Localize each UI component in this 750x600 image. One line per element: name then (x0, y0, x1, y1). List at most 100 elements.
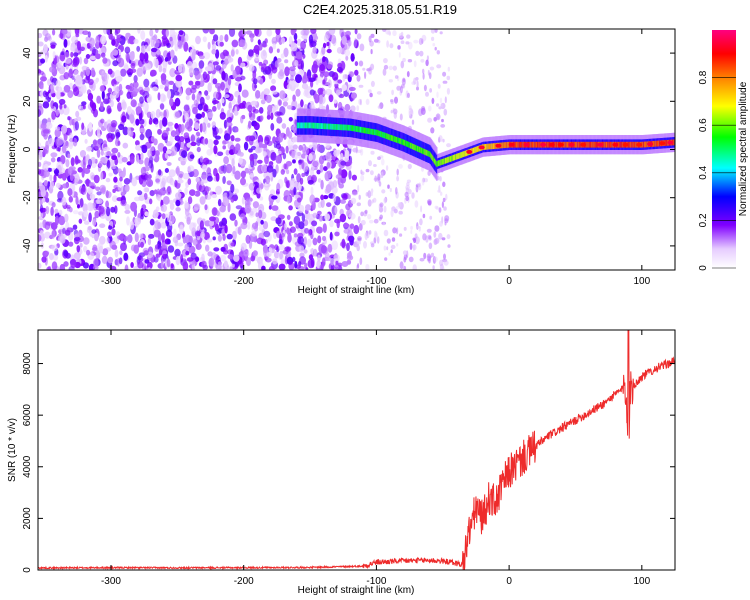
spectrogram-noise-cell (405, 185, 410, 191)
spectrogram-xlabel: Height of straight line (km) (298, 285, 415, 296)
spectrogram-ridge-core (307, 122, 310, 129)
spectrogram-noise-cell (359, 257, 363, 266)
spectrogram-noise-cell (184, 112, 190, 121)
spectrogram-noise-cell (379, 214, 384, 220)
spectrogram-noise-cell (334, 231, 340, 237)
spectrogram-noise-cell (42, 90, 48, 98)
spectrogram-noise-cell (434, 29, 438, 33)
spectrogram-ridge-core (655, 140, 657, 147)
spectrogram-ridge-core (655, 140, 658, 147)
spectrogram-ridge-core (318, 123, 320, 129)
spectrogram-ridge-core (450, 155, 452, 162)
spectrogram-ridge-core (386, 133, 388, 139)
spectrogram-ridge-core (565, 141, 568, 148)
spectrogram-noise-cell (50, 88, 55, 94)
spectrogram-ridge-core (410, 142, 413, 149)
spectrogram-noise-cell (428, 105, 432, 112)
spectrogram-ridge-core (462, 151, 464, 158)
spectrogram-ridge-core (533, 141, 535, 148)
spectrogram-noise-cell (290, 125, 295, 131)
spectrogram-noise-cell (293, 168, 298, 175)
spectrogram-noise-cell (446, 234, 451, 240)
spectrogram-noise-cell (294, 59, 299, 67)
spectrogram-ylabel: Frequency (Hz) (7, 115, 18, 184)
spectrogram-noise-cell (117, 235, 125, 240)
spectrogram-noise-cell (108, 32, 113, 40)
spectrogram-ridge-core (504, 142, 507, 148)
spectrogram-noise-cell (216, 229, 222, 235)
spectrogram-ridge-core (333, 123, 335, 130)
spectrogram-noise-cell (240, 222, 248, 230)
spectrogram-noise-cell (256, 187, 262, 194)
spectrogram-noise-cell (38, 142, 42, 147)
spectrogram-noise-cell (304, 227, 310, 234)
spectrogram-noise-cell (252, 70, 257, 80)
spectrogram-ridge-core (608, 141, 611, 148)
spectrogram-ridge-core (330, 123, 332, 130)
spectrogram-noise-cell (100, 52, 106, 58)
spectrogram-noise-cell (172, 236, 179, 244)
spectrogram-noise-cell (298, 266, 305, 270)
spectrogram-noise-cell (281, 37, 286, 44)
spectrogram-noise-cell (130, 99, 137, 108)
spectrogram-noise-cell (322, 195, 329, 200)
spectrogram-ridge-core (594, 141, 597, 148)
spectrogram-noise-cell (201, 138, 206, 145)
spectrogram-noise-cell (143, 44, 149, 53)
spectrogram-noise-cell (98, 205, 105, 215)
spectrogram-noise-cell (423, 178, 428, 183)
spectrogram-noise-cell (70, 258, 77, 269)
spectrogram-noise-cell (100, 118, 105, 124)
spectrogram-noise-cell (365, 264, 370, 270)
spectrogram-noise-cell (112, 60, 119, 67)
spectrogram-noise-cell (135, 144, 142, 151)
spectrogram-noise-cell (333, 99, 337, 104)
spectrogram-noise-cell (81, 84, 87, 94)
spectrogram-ridge-core (371, 128, 374, 135)
spectrogram-ridge-core (444, 158, 446, 164)
spectrogram-noise-cell (395, 187, 398, 195)
spectrogram-noise-cell (96, 148, 101, 158)
spectrogram-noise-cell (241, 89, 249, 98)
spectrogram-noise-cell (408, 105, 412, 110)
spectrogram-noise-cell (344, 149, 350, 159)
spectrogram-ridge-core (358, 126, 360, 133)
colorbar-tick-label: 0.4 (698, 165, 709, 179)
spectrogram-noise-cell (369, 92, 373, 98)
spectrogram-ridge-core (566, 141, 569, 148)
spectrogram-ridge-core (492, 143, 495, 150)
spectrogram-noise-cell (184, 207, 190, 217)
spectrogram-noise-cell (383, 197, 387, 204)
spectrogram-noise-cell (444, 96, 447, 104)
spectrogram-noise-cell (155, 253, 161, 258)
spectrogram-noise-cell (348, 235, 355, 243)
spectrogram-noise-cell (157, 222, 162, 229)
snr-xlabel: Height of straight line (km) (298, 585, 415, 596)
spectrogram-ridge-core (411, 143, 413, 149)
spectrogram-ridge-core (362, 127, 364, 133)
spectrogram-noise-cell (358, 194, 361, 200)
spectrogram-noise-cell (288, 221, 293, 227)
spectrogram-noise-cell (287, 138, 295, 147)
spectrogram-ridge-core (590, 141, 593, 148)
spectrogram-noise-cell (317, 235, 322, 244)
spectrogram-noise-cell (195, 113, 202, 120)
spectrogram-noise-cell (341, 84, 347, 91)
spectrogram-noise-cell (164, 79, 170, 90)
spectrogram-noise-cell (139, 233, 144, 239)
spectrogram-ridge-core (296, 122, 299, 129)
spectrogram-noise-cell (294, 260, 298, 269)
spectrogram-noise-cell (159, 84, 164, 90)
spectrogram-ridge-core (342, 124, 344, 131)
spectrogram-ridge-core (389, 134, 392, 141)
spectrogram-noise-cell (326, 202, 332, 208)
spectrogram-ridge-core (429, 151, 432, 158)
spectrogram-noise-cell (341, 238, 346, 249)
spectrogram-noise-cell (70, 157, 75, 167)
spectrogram-ridge-core (652, 141, 655, 147)
spectrogram-noise-cell (429, 88, 432, 93)
spectrogram-ridge-core (346, 124, 349, 131)
spectrogram-ridge-core (620, 141, 623, 148)
spectrogram-noise-cell (251, 230, 257, 237)
spectrogram-noise-cell (67, 188, 73, 197)
